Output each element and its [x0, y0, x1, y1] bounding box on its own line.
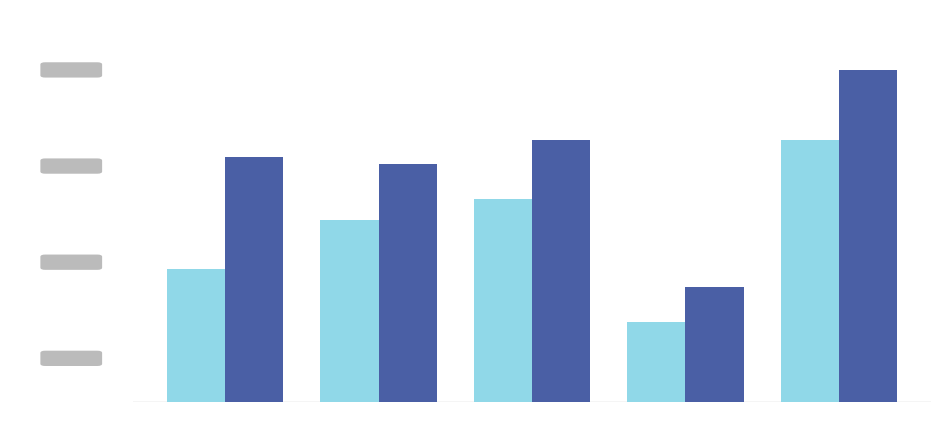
Bar: [378, 164, 437, 402]
Bar: [532, 140, 590, 402]
Bar: [225, 157, 283, 402]
Bar: [839, 70, 897, 402]
Bar: [320, 220, 378, 402]
Bar: [781, 140, 839, 402]
Bar: [627, 322, 686, 402]
Bar: [167, 269, 225, 402]
Bar: [474, 199, 532, 402]
Bar: [686, 287, 744, 402]
